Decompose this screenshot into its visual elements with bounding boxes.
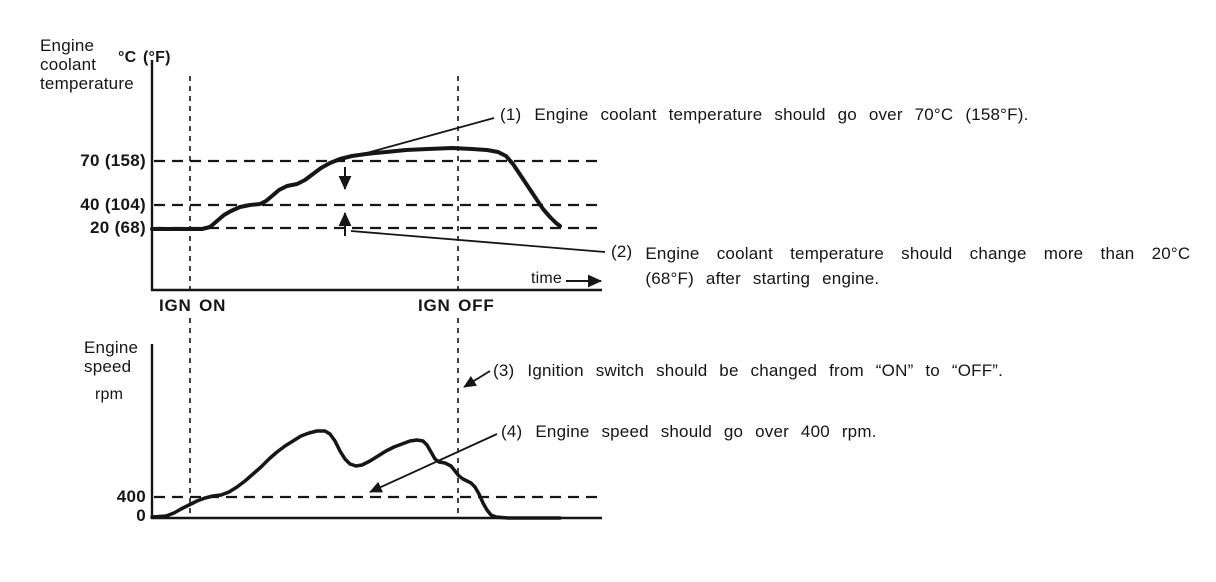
annotation-1: (1) Engine coolant temperature should go… bbox=[500, 105, 1029, 125]
tick-20c: 20 (68) bbox=[90, 218, 146, 237]
annotation-2: (2) Engine coolant temperature should ch… bbox=[611, 242, 1190, 291]
tick-70c: 70 (158) bbox=[80, 151, 146, 170]
ign-on-label: IGN ON bbox=[159, 296, 227, 315]
ign-off-label: IGN OFF bbox=[418, 296, 495, 315]
tick-0rpm: 0 bbox=[136, 506, 146, 525]
speed-axis-title: Engine speed bbox=[84, 338, 139, 377]
annotation-3-number: (3) bbox=[493, 361, 515, 380]
annotation-1-number: (1) bbox=[500, 105, 522, 124]
leader-annotation-1 bbox=[351, 117, 495, 158]
annotation-1-text: Engine coolant temperature should go ove… bbox=[534, 105, 1029, 124]
leader-annotation-4 bbox=[369, 433, 498, 493]
coolant-axis-title: Engine coolant temperature bbox=[40, 36, 134, 94]
engine-speed-curve bbox=[150, 429, 562, 520]
tick-400rpm: 400 bbox=[116, 487, 146, 506]
annotation-2-text: Engine coolant temperature should change… bbox=[645, 244, 1191, 288]
tick-40c: 40 (104) bbox=[80, 195, 146, 214]
speed-unit-label: rpm bbox=[95, 386, 124, 403]
leader-annotation-3 bbox=[463, 370, 491, 388]
annotation-3: (3) Ignition switch should be changed fr… bbox=[493, 361, 1003, 381]
leader-annotation-2 bbox=[350, 230, 606, 253]
coolant-temperature-curve bbox=[150, 146, 562, 231]
annotation-4-number: (4) bbox=[501, 422, 523, 441]
annotation-3-text: Ignition switch should be changed from “… bbox=[527, 361, 1004, 380]
annotation-4-text: Engine speed should go over 400 rpm. bbox=[535, 422, 877, 441]
annotation-2-number: (2) bbox=[611, 242, 633, 261]
annotation-4: (4) Engine speed should go over 400 rpm. bbox=[501, 422, 877, 442]
time-axis-label: time bbox=[531, 270, 563, 287]
coolant-unit-label: °C (°F) bbox=[118, 49, 171, 66]
